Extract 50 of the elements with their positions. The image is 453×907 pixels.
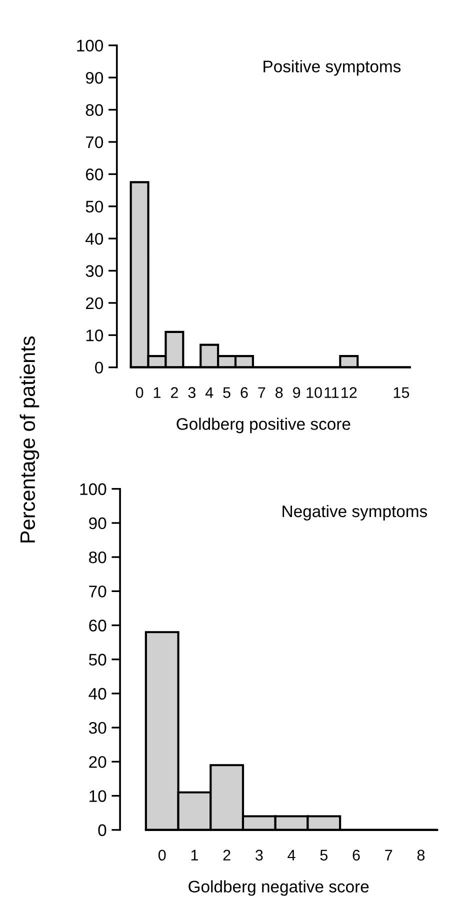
x-tick-label: 0	[136, 387, 144, 398]
x-tick-label: 0	[158, 850, 166, 861]
y-tick-label: 80	[86, 104, 104, 116]
x-tick-label: 8	[276, 387, 283, 398]
x-tick-label: 4	[288, 850, 296, 860]
x-tick-label: 11	[324, 387, 339, 398]
x-tick-label: 4	[205, 387, 214, 398]
x-tick-label: 1	[191, 850, 198, 860]
x-tick-label: 3	[188, 387, 196, 398]
y-tick-label: 10	[86, 330, 104, 342]
x-tick-label: 8	[417, 850, 425, 861]
y-tick-label: 50	[86, 200, 104, 213]
y-tick-label: 20	[89, 756, 106, 768]
y-tick-label: 20	[86, 297, 104, 310]
x-tick-label: 3	[256, 850, 263, 861]
y-axis-title: Percentage of patients	[20, 336, 40, 542]
x-tick-label: 9	[293, 387, 300, 398]
text: Negative symptoms	[282, 504, 428, 521]
y-tick-label: 70	[86, 136, 104, 148]
x-tick-label: 2	[223, 850, 230, 860]
x-tick-label: 6	[352, 850, 360, 861]
y-tick-label: 100	[80, 483, 106, 496]
y-tick-label: 60	[89, 620, 106, 632]
x-tick-label: 15	[394, 387, 410, 398]
y-tick-label: 50	[88, 654, 106, 666]
y-tick-label: 70	[89, 586, 106, 598]
text: Positive symptoms	[264, 60, 401, 76]
x-tick-label: 7	[385, 850, 392, 860]
y-tick-label: 0	[95, 362, 104, 374]
y-tick-label: 80	[89, 551, 106, 564]
x-tick-label: 7	[258, 387, 266, 398]
x-tick-label: 5	[223, 387, 230, 398]
x-axis-title: Goldberg positive score	[176, 418, 350, 434]
y-tick-label: 40	[88, 688, 106, 700]
y-tick-label: 30	[88, 722, 106, 734]
y-tick-label: 60	[86, 168, 104, 180]
y-tick-label: 90	[89, 517, 106, 530]
x-tick-label: 12	[342, 387, 357, 398]
x-tick-label: 5	[320, 850, 328, 861]
x-axis-title: Goldberg negative score	[188, 880, 369, 896]
y-tick-label: 10	[90, 790, 106, 802]
x-tick-label: 6	[240, 387, 248, 398]
y-tick-label: 90	[86, 72, 104, 84]
y-tick-label: 40	[86, 232, 104, 245]
x-tick-label: 10	[306, 387, 322, 398]
x-tick-label: 2	[170, 387, 178, 398]
y-tick-label: 0	[98, 824, 106, 836]
x-tick-label: 1	[154, 387, 161, 398]
y-tick-label: 100	[77, 40, 104, 52]
y-tick-label: 30	[86, 265, 104, 277]
